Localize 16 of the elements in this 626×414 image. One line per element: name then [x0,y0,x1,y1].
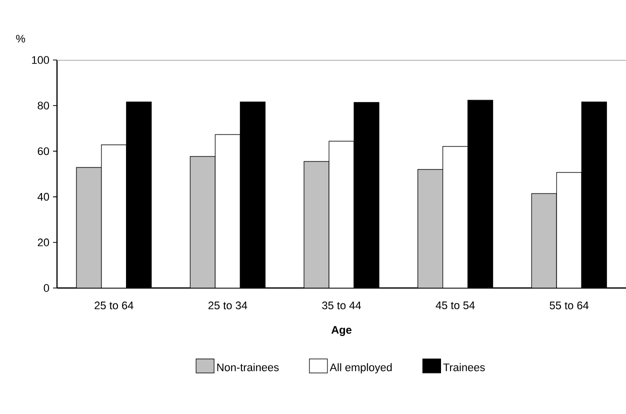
legend-label: All employed [330,363,392,374]
x-axis-title: Age [331,326,352,336]
y-tick-label: 40 [38,192,50,201]
y-tick-label: 20 [38,238,50,246]
x-tick-label: 35 to 44 [322,302,361,310]
legend-label: Trainees [443,363,485,372]
legend-label: Non-trainees [217,363,279,372]
x-tick-label: 25 to 34 [208,302,248,310]
y-tick-label: 0 [44,284,50,292]
x-tick-label: 55 to 64 [550,302,589,310]
x-tick-label: 25 to 64 [94,302,134,310]
y-tick-label: 100 [32,56,50,64]
y-axis-title: % [16,34,26,42]
x-tick-label: 45 to 54 [436,302,475,310]
y-tick-label: 60 [38,147,50,156]
y-tick-label: 80 [38,102,50,110]
